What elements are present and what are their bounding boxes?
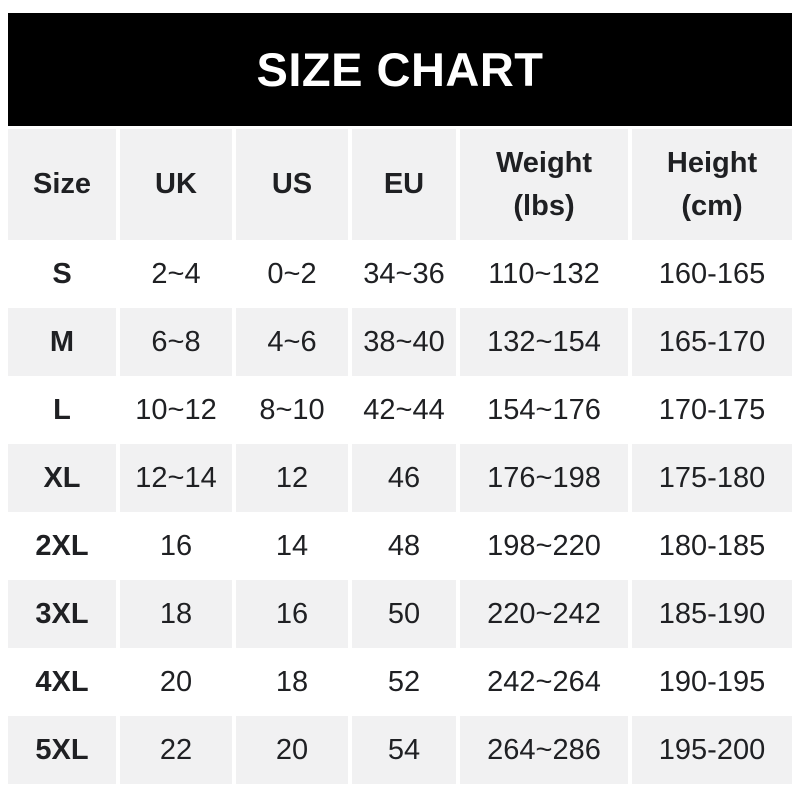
uk-cell: 2~4 — [151, 257, 201, 290]
height-cell: 170-175 — [658, 393, 766, 426]
uk-cell: 10~12 — [135, 393, 217, 426]
title-banner: SIZE CHART — [8, 13, 792, 126]
eu-cell: 52 — [387, 665, 421, 698]
size-cell: M — [8, 308, 116, 376]
weight-cell: 132~154 — [460, 308, 628, 376]
size-cell: XL — [8, 444, 116, 512]
column-header-label: Height — [666, 147, 758, 180]
table-row-4xl: 4XL 20 18 52 242~264 190-195 — [8, 648, 792, 716]
us-cell: 14 — [275, 529, 309, 562]
size-cell: 5XL — [8, 716, 116, 784]
height-cell: 165-170 — [632, 308, 792, 376]
eu-cell: 54 — [352, 716, 456, 784]
uk-cell: 18 — [120, 580, 232, 648]
column-header-weight: Weight (lbs) — [460, 129, 628, 240]
column-header-uk: UK — [120, 129, 232, 240]
eu-cell: 48 — [387, 529, 421, 562]
weight-cell: 198~220 — [487, 529, 601, 562]
eu-cell: 34~36 — [363, 257, 445, 290]
page-title: SIZE CHART — [256, 43, 544, 96]
column-header-label: Size — [32, 168, 92, 201]
size-cell: 2XL — [35, 529, 89, 562]
table-row-l: L 10~12 8~10 42~44 154~176 170-175 — [8, 376, 792, 444]
size-cell: 4XL — [35, 665, 89, 698]
weight-cell: 110~132 — [488, 257, 600, 290]
us-cell: 12 — [236, 444, 348, 512]
column-header-label: UK — [155, 168, 197, 201]
us-cell: 16 — [236, 580, 348, 648]
weight-cell: 220~242 — [460, 580, 628, 648]
height-cell: 175-180 — [632, 444, 792, 512]
column-header-sublabel: (cm) — [681, 189, 743, 222]
uk-cell: 12~14 — [120, 444, 232, 512]
us-cell: 8~10 — [259, 393, 325, 426]
table-row-2xl: 2XL 16 14 48 198~220 180-185 — [8, 512, 792, 580]
uk-cell: 16 — [159, 529, 193, 562]
table-row-5xl: 5XL 22 20 54 264~286 195-200 — [8, 716, 792, 784]
column-header-label: EU — [383, 168, 425, 201]
size-cell: L — [53, 393, 71, 426]
column-header-us: US — [236, 129, 348, 240]
eu-cell: 42~44 — [363, 393, 445, 426]
weight-cell: 242~264 — [487, 665, 601, 698]
us-cell: 0~2 — [267, 257, 317, 290]
table-header-row: Size UK US EU Weight (lbs) Height (cm) — [8, 129, 792, 240]
uk-cell: 6~8 — [120, 308, 232, 376]
table-row-s: S 2~4 0~2 34~36 110~132 160-165 — [8, 240, 792, 308]
height-cell: 190-195 — [658, 665, 766, 698]
column-header-sublabel: (lbs) — [513, 189, 575, 222]
table-row-xl: XL 12~14 12 46 176~198 175-180 — [8, 444, 792, 512]
weight-cell: 264~286 — [460, 716, 628, 784]
table-row-m: M 6~8 4~6 38~40 132~154 165-170 — [8, 308, 792, 376]
height-cell: 180-185 — [658, 529, 766, 562]
column-header-label: US — [271, 168, 313, 201]
height-cell: 160-165 — [658, 257, 766, 290]
size-chart-table: Size UK US EU Weight (lbs) Height (cm) — [8, 129, 792, 784]
eu-cell: 38~40 — [352, 308, 456, 376]
weight-cell: 154~176 — [487, 393, 601, 426]
us-cell: 4~6 — [236, 308, 348, 376]
uk-cell: 20 — [159, 665, 193, 698]
column-header-label: Weight — [495, 147, 593, 180]
uk-cell: 22 — [120, 716, 232, 784]
eu-cell: 46 — [352, 444, 456, 512]
weight-cell: 176~198 — [460, 444, 628, 512]
column-header-height: Height (cm) — [632, 129, 792, 240]
eu-cell: 50 — [352, 580, 456, 648]
table-row-3xl: 3XL 18 16 50 220~242 185-190 — [8, 580, 792, 648]
height-cell: 195-200 — [632, 716, 792, 784]
size-cell: 3XL — [8, 580, 116, 648]
height-cell: 185-190 — [632, 580, 792, 648]
size-cell: S — [52, 257, 72, 290]
us-cell: 20 — [236, 716, 348, 784]
us-cell: 18 — [275, 665, 309, 698]
column-header-size: Size — [8, 129, 116, 240]
column-header-eu: EU — [352, 129, 456, 240]
